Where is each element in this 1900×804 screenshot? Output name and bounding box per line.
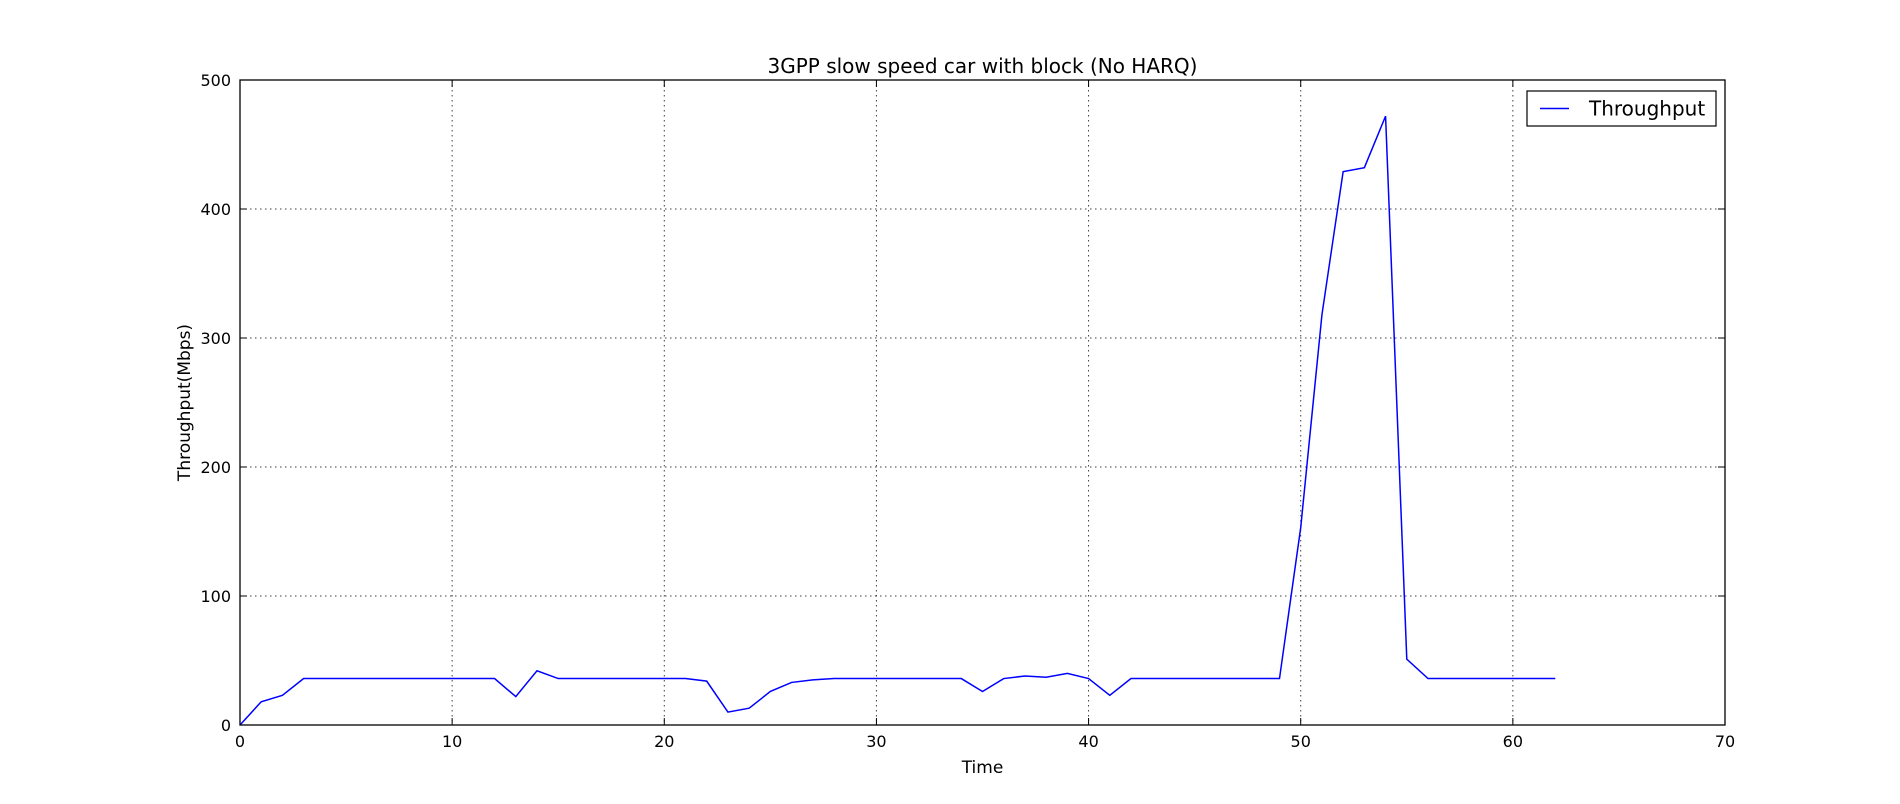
legend: Throughput	[1526, 90, 1717, 127]
x-axis-label: Time	[961, 758, 1004, 778]
series-layer	[239, 115, 1556, 726]
ticks	[239, 79, 1726, 726]
x-tick-label: 10	[442, 732, 462, 751]
y-tick-label: 500	[200, 71, 231, 90]
legend-label-throughput: Throughput	[1588, 97, 1705, 121]
x-tick-label: 40	[1078, 732, 1098, 751]
y-axis-label: Throughput(Mbps)	[175, 324, 195, 482]
x-tick-label: 60	[1503, 732, 1523, 751]
x-tick-label: 30	[866, 732, 886, 751]
y-tick-label: 200	[200, 458, 231, 477]
x-tick-label: 20	[654, 732, 674, 751]
x-tick-label: 70	[1715, 732, 1735, 751]
series-line-throughput	[239, 115, 1556, 726]
plot-area	[240, 80, 1725, 725]
y-tick-label: 400	[200, 200, 231, 219]
x-tick-label: 50	[1291, 732, 1311, 751]
y-tick-label: 0	[221, 716, 231, 735]
y-tick-label: 100	[200, 587, 231, 606]
tick-labels: 0 10 20 30 40 50 60 70 0 100 200 300 400 500	[200, 71, 1735, 751]
y-tick-label: 300	[200, 329, 231, 348]
plot-frame	[239, 79, 1726, 726]
x-tick-label: 0	[235, 732, 245, 751]
chart-title: 3GPP slow speed car with block (No HARQ)	[768, 54, 1198, 78]
